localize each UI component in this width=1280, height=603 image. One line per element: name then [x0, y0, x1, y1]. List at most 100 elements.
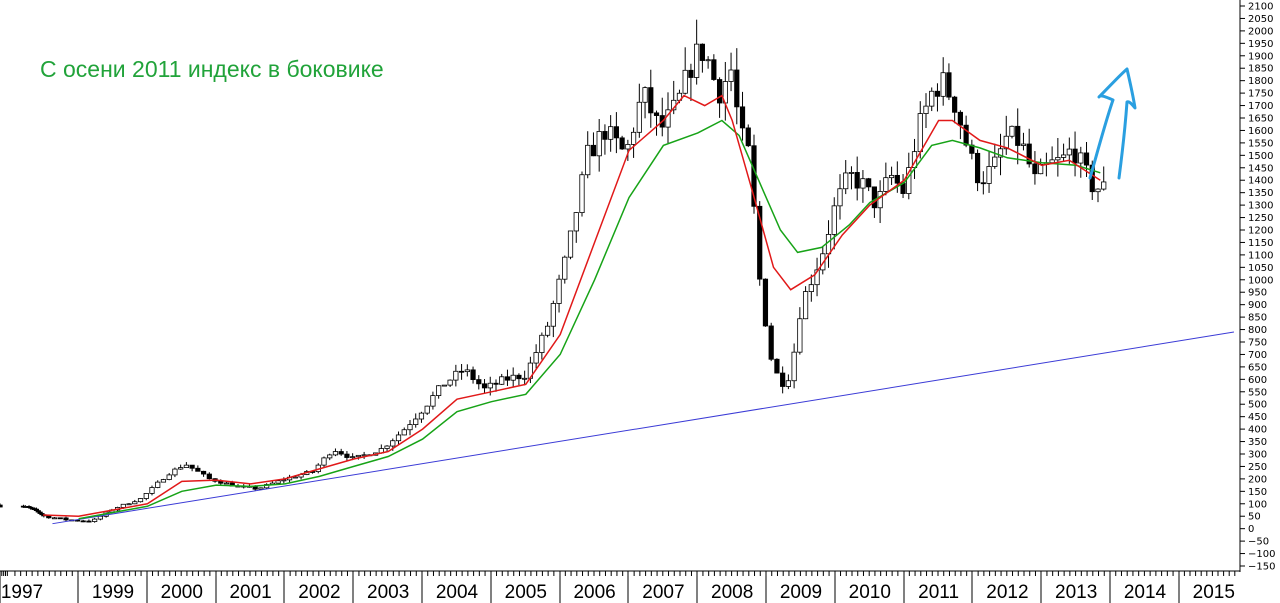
x-tick-label: 2000 — [161, 582, 203, 603]
candle-body-up — [401, 429, 407, 436]
x-tick-label: 2006 — [573, 582, 615, 603]
candle-body-up — [860, 178, 866, 189]
candle-body-down — [504, 376, 511, 381]
candle-body-down — [1015, 125, 1021, 146]
candle-body-down — [590, 144, 597, 157]
candle-body-down — [952, 96, 958, 113]
candle-body-up — [172, 468, 178, 476]
x-tick-label: 2005 — [505, 582, 547, 603]
candle-body-up — [361, 454, 367, 457]
candle-body-down — [1083, 152, 1090, 166]
candle-body-down — [871, 186, 877, 209]
y-tick-label: 700 — [1248, 350, 1267, 361]
candle-body-up — [728, 69, 734, 82]
candle-body-down — [338, 451, 344, 455]
candle-body-down — [1072, 148, 1078, 164]
candle-body-down — [613, 126, 619, 139]
candle-body-up — [149, 487, 155, 494]
y-tick-label: 2000 — [1248, 26, 1273, 37]
y-tick-label: 1650 — [1248, 114, 1273, 125]
candle-body-up — [573, 212, 579, 232]
y-tick-label: 650 — [1248, 362, 1267, 373]
candle-body-up — [791, 351, 797, 382]
candle-body-up — [120, 503, 126, 508]
candle-body-up — [997, 148, 1004, 158]
y-tick-label: 450 — [1248, 412, 1267, 423]
candle-body-up — [820, 253, 826, 271]
y-tick-label: 1550 — [1248, 138, 1273, 149]
y-tick-label: 300 — [1248, 450, 1267, 461]
candle-body-up — [562, 256, 568, 280]
candle-body-down — [653, 112, 660, 116]
y-tick-label: 1150 — [1248, 238, 1273, 249]
x-axis: 1997 1999 2000 2001 2002 2003 2004 2005 2006 2007… — [0, 570, 1240, 603]
candle-body-up — [350, 456, 356, 459]
trendline — [52, 331, 1235, 525]
candle-body-up — [487, 382, 493, 389]
candle-body-up — [1009, 125, 1015, 137]
candle-body-up — [797, 318, 803, 353]
candle-body-up — [544, 325, 551, 336]
x-tick-label: 2013 — [1055, 582, 1097, 603]
candle-body-up — [321, 457, 327, 466]
candle-body-up — [556, 278, 562, 304]
candle-body-up — [132, 501, 138, 505]
y-tick-label: 1450 — [1248, 163, 1273, 174]
chart-annotation: С осени 2011 индекс в боковике — [40, 56, 384, 82]
candle-body-up — [1049, 159, 1055, 164]
candle-body-down — [711, 59, 717, 80]
candle-body-up — [1101, 181, 1107, 190]
candle-body-down — [974, 152, 981, 184]
candle-body-up — [848, 172, 855, 174]
candle-body-up — [441, 384, 447, 387]
y-tick-label: 1850 — [1248, 64, 1273, 75]
candle-body-down — [734, 69, 740, 108]
candle-body-down — [206, 473, 212, 480]
candle-body-up — [802, 291, 809, 320]
candle-body-up — [940, 72, 946, 97]
y-tick-label: 100 — [1248, 499, 1267, 510]
y-tick-label: 1250 — [1248, 213, 1273, 224]
candle-body-down — [957, 111, 963, 126]
candle-body-up — [814, 269, 820, 286]
candle-body-up — [453, 370, 459, 381]
candle-body-down — [716, 79, 723, 104]
x-tick-label: 2009 — [780, 582, 822, 603]
candle-body-down — [344, 453, 350, 458]
y-tick-label: 1750 — [1248, 89, 1273, 100]
candle-body-down — [86, 520, 92, 523]
candle-body-up — [625, 144, 631, 150]
candle-body-down — [189, 464, 195, 469]
candle-body-up — [1020, 143, 1027, 146]
y-tick-label: 550 — [1248, 387, 1267, 398]
candle-body-up — [407, 424, 413, 431]
candle-body-up — [160, 479, 167, 483]
y-tick-label: 2100 — [1248, 2, 1273, 13]
y-tick-label: 1400 — [1248, 176, 1273, 187]
x-tick-label: 2012 — [986, 582, 1028, 603]
candle-body-up — [1003, 135, 1009, 150]
candles — [0, 19, 1107, 523]
candle-body-up — [831, 205, 837, 235]
moving-average-slow — [78, 119, 1101, 520]
candle-body-up — [183, 464, 189, 468]
candle-body-up — [355, 454, 361, 458]
candle-body-down — [980, 182, 986, 185]
x-tick-label: 2015 — [1193, 582, 1235, 603]
y-tick-label: 1600 — [1248, 126, 1273, 137]
up-arrow-icon — [1088, 67, 1137, 180]
candle-body-up — [636, 101, 642, 133]
candle-body-down — [252, 486, 258, 490]
candle-body-up — [917, 113, 923, 153]
candle-body-up — [464, 369, 470, 373]
candle-body-up — [682, 69, 688, 94]
candle-body-down — [762, 278, 769, 327]
candle-body-down — [80, 520, 86, 523]
candle-body-up — [843, 172, 849, 190]
candle-body-up — [447, 379, 453, 386]
y-tick-label: 150 — [1248, 487, 1267, 498]
candle-body-down — [481, 383, 488, 389]
candle-body-down — [854, 172, 860, 189]
candle-body-down — [458, 370, 465, 373]
candle-body-up — [929, 90, 935, 107]
